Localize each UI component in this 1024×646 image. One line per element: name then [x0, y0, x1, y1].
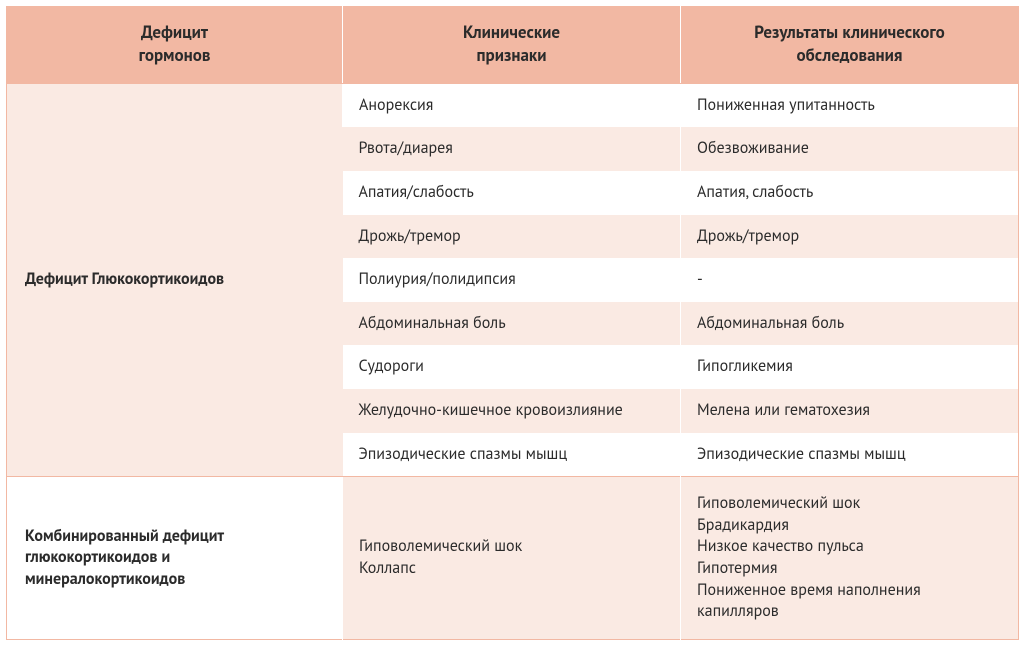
cell-signs: Судороги [343, 345, 681, 389]
col-header-deficit: Дефицит гормонов [7, 7, 343, 84]
section-label: Комбинированный дефицит глюкокортикоидов… [7, 477, 343, 640]
table-body: Дефицит Глюкокортикоидов Анорексия Пониж… [7, 83, 1019, 639]
cell-signs: Абдоминальная боль [343, 302, 681, 346]
cell-exam: Обезвоживание [681, 127, 1019, 171]
cell-exam: Абдоминальная боль [681, 302, 1019, 346]
col-header-deficit-text: Дефицит гормонов [139, 21, 211, 66]
cell-signs-text: Гиповолемический шок Коллапс [359, 536, 522, 578]
col-header-exam-text: Результаты клинического обследования [754, 21, 945, 66]
cell-exam: - [681, 258, 1019, 302]
cell-exam: Пониженная упитанность [681, 83, 1019, 127]
cell-exam: Гипогликемия [681, 345, 1019, 389]
cell-signs: Рвота/диарея [343, 127, 681, 171]
cell-exam: Мелена или гематохезия [681, 389, 1019, 433]
clinical-table: Дефицит гормонов Клинические признаки Ре… [6, 6, 1019, 640]
cell-exam-text: Гиповолемический шок Брадикардия Низкое … [697, 493, 921, 621]
cell-exam: Эпизодические спазмы мышц [681, 433, 1019, 477]
cell-signs: Эпизодические спазмы мышц [343, 433, 681, 477]
cell-exam: Дрожь/тремор [681, 215, 1019, 259]
cell-exam: Апатия, слабость [681, 171, 1019, 215]
cell-signs: Полиурия/полидипсия [343, 258, 681, 302]
header-row: Дефицит гормонов Клинические признаки Ре… [7, 7, 1019, 84]
col-header-exam: Результаты клинического обследования [681, 7, 1019, 84]
section-label: Дефицит Глюкокортикоидов [7, 83, 343, 476]
cell-signs: Гиповолемический шок Коллапс [343, 477, 681, 640]
table-row: Дефицит Глюкокортикоидов Анорексия Пониж… [7, 83, 1019, 127]
table-row: Комбинированный дефицит глюкокортикоидов… [7, 477, 1019, 640]
col-header-signs-text: Клинические признаки [463, 21, 560, 66]
cell-signs: Дрожь/тремор [343, 215, 681, 259]
cell-exam: Гиповолемический шок Брадикардия Низкое … [681, 477, 1019, 640]
cell-signs: Апатия/слабость [343, 171, 681, 215]
col-header-signs: Клинические признаки [343, 7, 681, 84]
cell-signs: Анорексия [343, 83, 681, 127]
cell-signs: Желудочно-кишечное кровоизлияние [343, 389, 681, 433]
